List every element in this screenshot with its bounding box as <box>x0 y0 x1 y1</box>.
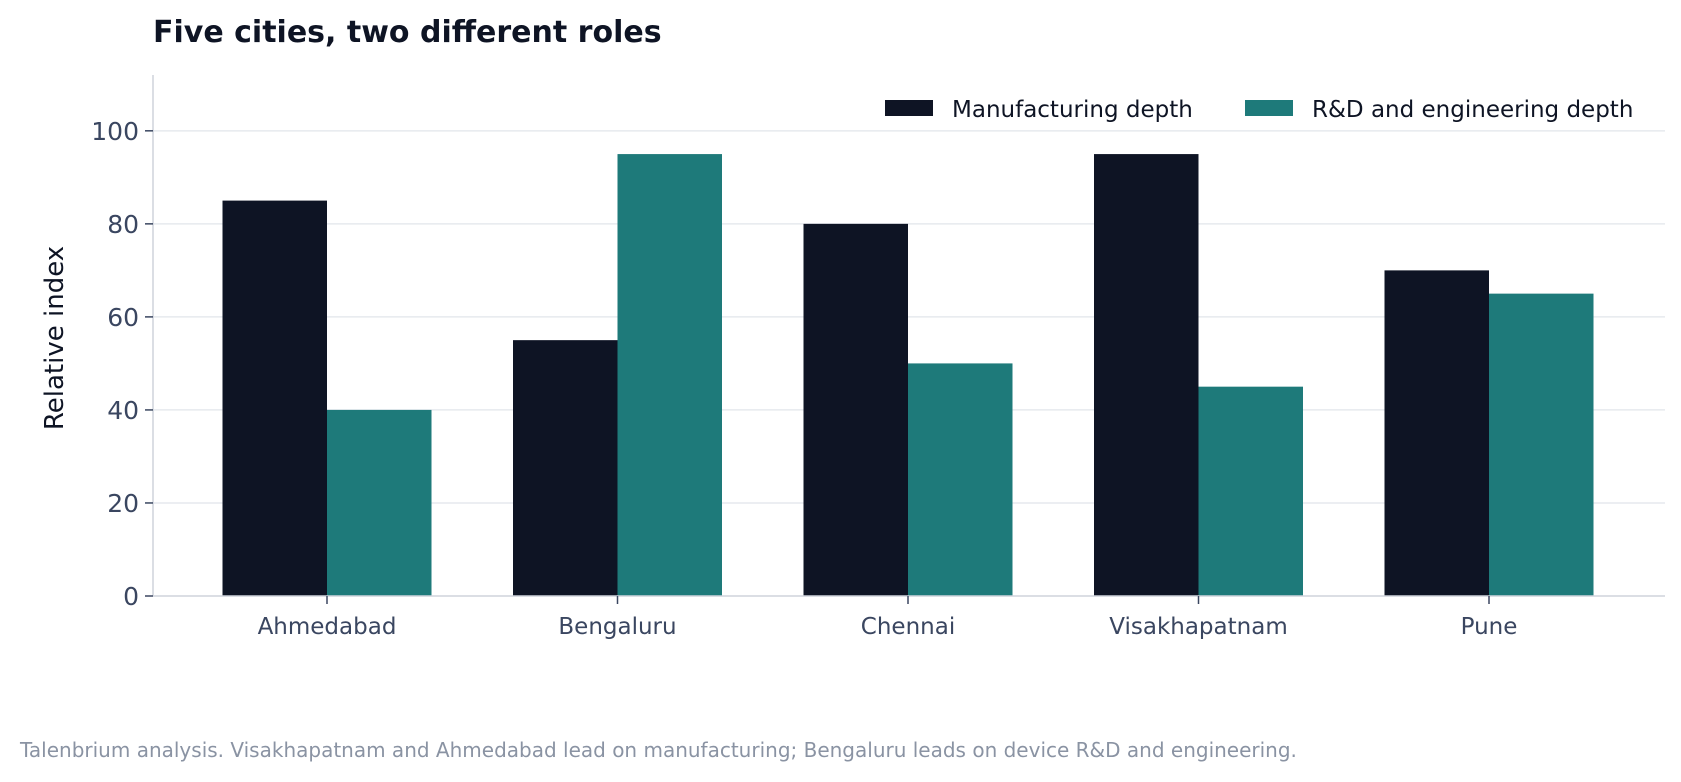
legend: Manufacturing depth R&D and engineering d… <box>885 97 1633 123</box>
bar-rnd-chennai <box>908 363 1013 596</box>
y-tick-label: 80 <box>107 210 139 239</box>
y-tick-label: 60 <box>107 303 139 332</box>
x-tick-label: Pune <box>1461 614 1518 640</box>
x-tick-label: Ahmedabad <box>258 614 397 640</box>
y-axis-ticks: 0 20 40 60 80 100 <box>91 117 153 611</box>
bar-manufacturing-ahmedabad <box>222 200 327 597</box>
bar-manufacturing-visakhapatnam <box>1094 154 1199 596</box>
bar-manufacturing-pune <box>1384 270 1489 596</box>
x-tick-label: Bengaluru <box>558 614 676 640</box>
legend-swatch <box>1245 100 1293 116</box>
bar-manufacturing-bengaluru <box>513 340 618 596</box>
chart-title: Five cities, two different roles <box>153 15 662 50</box>
y-axis-label: Relative index <box>40 246 70 430</box>
bar-rnd-ahmedabad <box>327 409 432 596</box>
source-note: Talenbrium analysis. Visakhapatnam and A… <box>19 738 1297 762</box>
x-tick-label: Chennai <box>861 614 955 640</box>
bar-rnd-pune <box>1489 293 1594 596</box>
bars <box>222 154 1594 597</box>
axes <box>152 75 1665 597</box>
legend-label: Manufacturing depth <box>952 97 1193 123</box>
bar-manufacturing-chennai <box>803 223 908 596</box>
bar-rnd-bengaluru <box>617 154 722 596</box>
legend-label: R&D and engineering depth <box>1312 97 1633 123</box>
x-axis-ticks: Ahmedabad Bengaluru Chennai Visakhapatnam Pu… <box>258 596 1518 640</box>
x-tick-label: Visakhapatnam <box>1109 614 1287 640</box>
y-tick-label: 100 <box>91 117 139 146</box>
legend-swatch <box>885 100 933 116</box>
bar-rnd-visakhapatnam <box>1198 386 1303 596</box>
y-tick-label: 40 <box>107 396 139 425</box>
y-tick-label: 20 <box>107 489 139 518</box>
y-tick-label: 0 <box>123 582 139 611</box>
